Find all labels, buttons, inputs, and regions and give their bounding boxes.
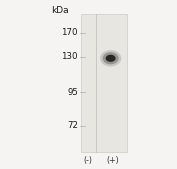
Text: 72: 72: [67, 121, 78, 130]
Ellipse shape: [103, 52, 119, 64]
Text: kDa: kDa: [51, 6, 69, 16]
Text: 95: 95: [67, 88, 78, 97]
Text: 170: 170: [61, 28, 78, 38]
Ellipse shape: [100, 50, 121, 67]
Text: 130: 130: [61, 52, 78, 61]
Ellipse shape: [106, 55, 116, 62]
Text: (+): (+): [107, 156, 119, 165]
FancyBboxPatch shape: [81, 14, 127, 152]
Text: (-): (-): [84, 156, 93, 165]
